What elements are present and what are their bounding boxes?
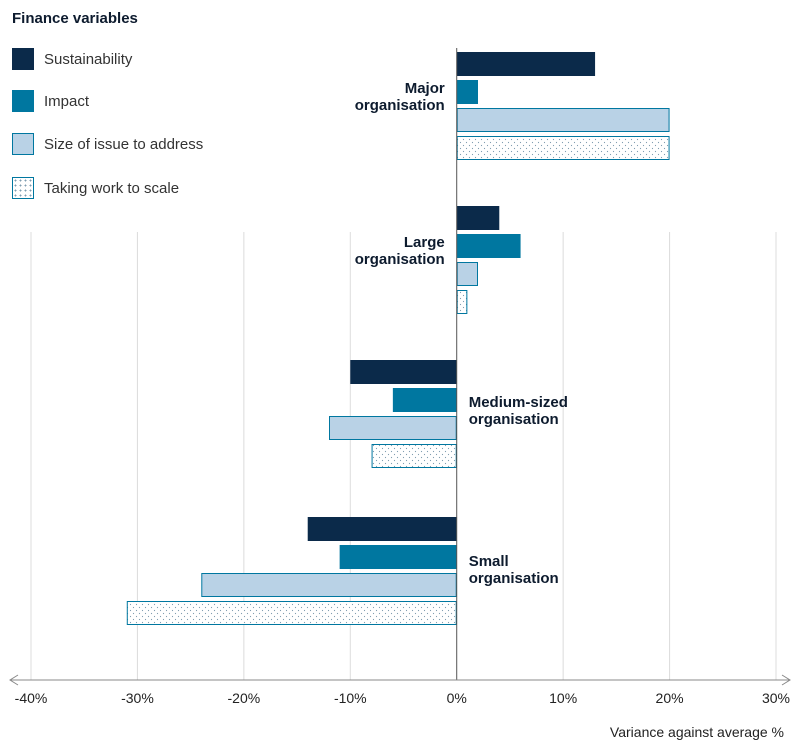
bar-sustainability [456, 52, 596, 76]
legend-swatch [12, 133, 34, 155]
legend-item: Size of issue to address [12, 133, 203, 155]
category-label: Medium-sized organisation [469, 394, 568, 428]
legend-item: Taking work to scale [12, 177, 179, 199]
x-axis-right-arrow [781, 674, 791, 686]
legend-swatch [12, 177, 34, 199]
x-axis-left-arrow [9, 674, 19, 686]
category-label-line1: Large [403, 234, 445, 251]
legend-label: Taking work to scale [44, 179, 180, 197]
x-axis-title: Variance against average % [609, 724, 784, 740]
category-label-line2: organisation [468, 411, 559, 428]
bar-taking-work-to-scale [456, 136, 670, 160]
bar-taking-work-to-scale [371, 444, 457, 468]
legend-item: Sustainability [12, 48, 132, 70]
bar-size-of-issue-to-address [456, 108, 670, 132]
bar-impact [339, 545, 457, 569]
bar-size-of-issue-to-address [456, 262, 479, 286]
x-tick-label: 10% [549, 690, 578, 706]
bar-size-of-issue-to-address [201, 573, 457, 597]
category-label-line1: Small [468, 553, 509, 570]
bar-size-of-issue-to-address [329, 416, 457, 440]
x-tick-label: 20% [655, 690, 684, 706]
category-label: Large organisation [355, 234, 445, 268]
legend-label: Impact [44, 92, 90, 110]
bar-sustainability [456, 206, 500, 230]
x-tick-label: -10% [333, 690, 367, 706]
x-tick-label: 0% [446, 690, 467, 706]
bar-impact [456, 234, 521, 258]
x-tick-label: -30% [121, 690, 154, 706]
legend-label: Size of issue to address [44, 135, 204, 153]
category-label-line1: Medium-sized [468, 394, 568, 411]
category-label-line2: organisation [354, 251, 445, 268]
legend-swatch [12, 48, 34, 70]
category-label-line2: organisation [354, 97, 445, 114]
category-label: Small organisation [469, 553, 559, 587]
category-label: Major organisation [355, 80, 445, 114]
legend-swatch [12, 90, 34, 112]
legend-item: Impact [12, 90, 89, 112]
bar-taking-work-to-scale [456, 290, 468, 314]
legend-title: Finance variables [12, 10, 138, 27]
category-label-line2: organisation [468, 570, 559, 587]
bar-sustainability [350, 360, 457, 384]
bar-sustainability [307, 517, 457, 541]
bar-impact [456, 80, 478, 104]
category-label-line1: Major [404, 80, 445, 97]
bar-taking-work-to-scale [126, 601, 457, 625]
x-tick-label: 30% [761, 690, 791, 706]
x-tick-label: -40% [14, 690, 48, 706]
bar-impact [392, 388, 457, 412]
legend-label: Sustainability [44, 50, 133, 68]
x-tick-label: -20% [227, 690, 261, 706]
